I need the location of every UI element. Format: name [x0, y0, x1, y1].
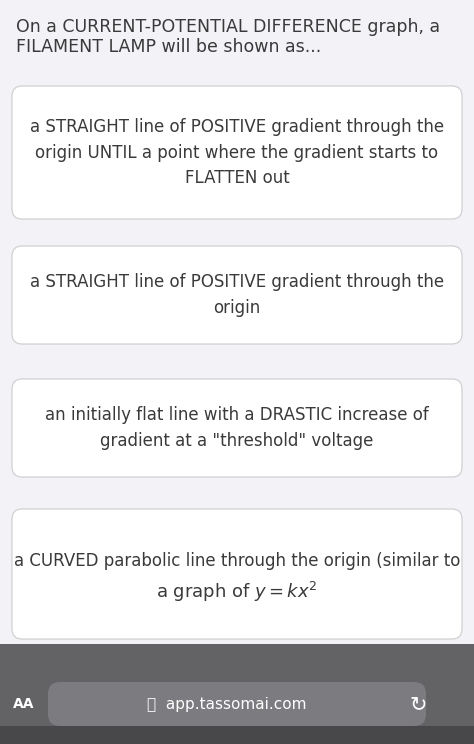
FancyBboxPatch shape: [12, 379, 462, 477]
Text: FILAMENT LAMP will be shown as...: FILAMENT LAMP will be shown as...: [16, 38, 321, 56]
Text: a STRAIGHT line of POSITIVE gradient through the
origin: a STRAIGHT line of POSITIVE gradient thr…: [30, 273, 444, 317]
FancyBboxPatch shape: [12, 86, 462, 219]
FancyBboxPatch shape: [12, 509, 462, 639]
Text: a CURVED parabolic line through the origin (similar to: a CURVED parabolic line through the orig…: [14, 552, 460, 570]
Text: an initially flat line with a DRASTIC increase of
gradient at a "threshold" volt: an initially flat line with a DRASTIC in…: [45, 406, 429, 450]
FancyBboxPatch shape: [0, 644, 474, 744]
Text: a STRAIGHT line of POSITIVE gradient through the
origin UNTIL a point where the : a STRAIGHT line of POSITIVE gradient thr…: [30, 118, 444, 187]
Text: 🔒  app.tassomai.com: 🔒 app.tassomai.com: [147, 696, 307, 711]
FancyBboxPatch shape: [0, 726, 474, 744]
FancyBboxPatch shape: [48, 682, 426, 726]
Text: On a CURRENT-POTENTIAL DIFFERENCE graph, a: On a CURRENT-POTENTIAL DIFFERENCE graph,…: [16, 18, 440, 36]
Text: AA: AA: [13, 697, 35, 711]
Text: a graph of $y = kx^2$: a graph of $y = kx^2$: [156, 580, 318, 604]
FancyBboxPatch shape: [12, 246, 462, 344]
Text: ↻: ↻: [409, 694, 427, 714]
